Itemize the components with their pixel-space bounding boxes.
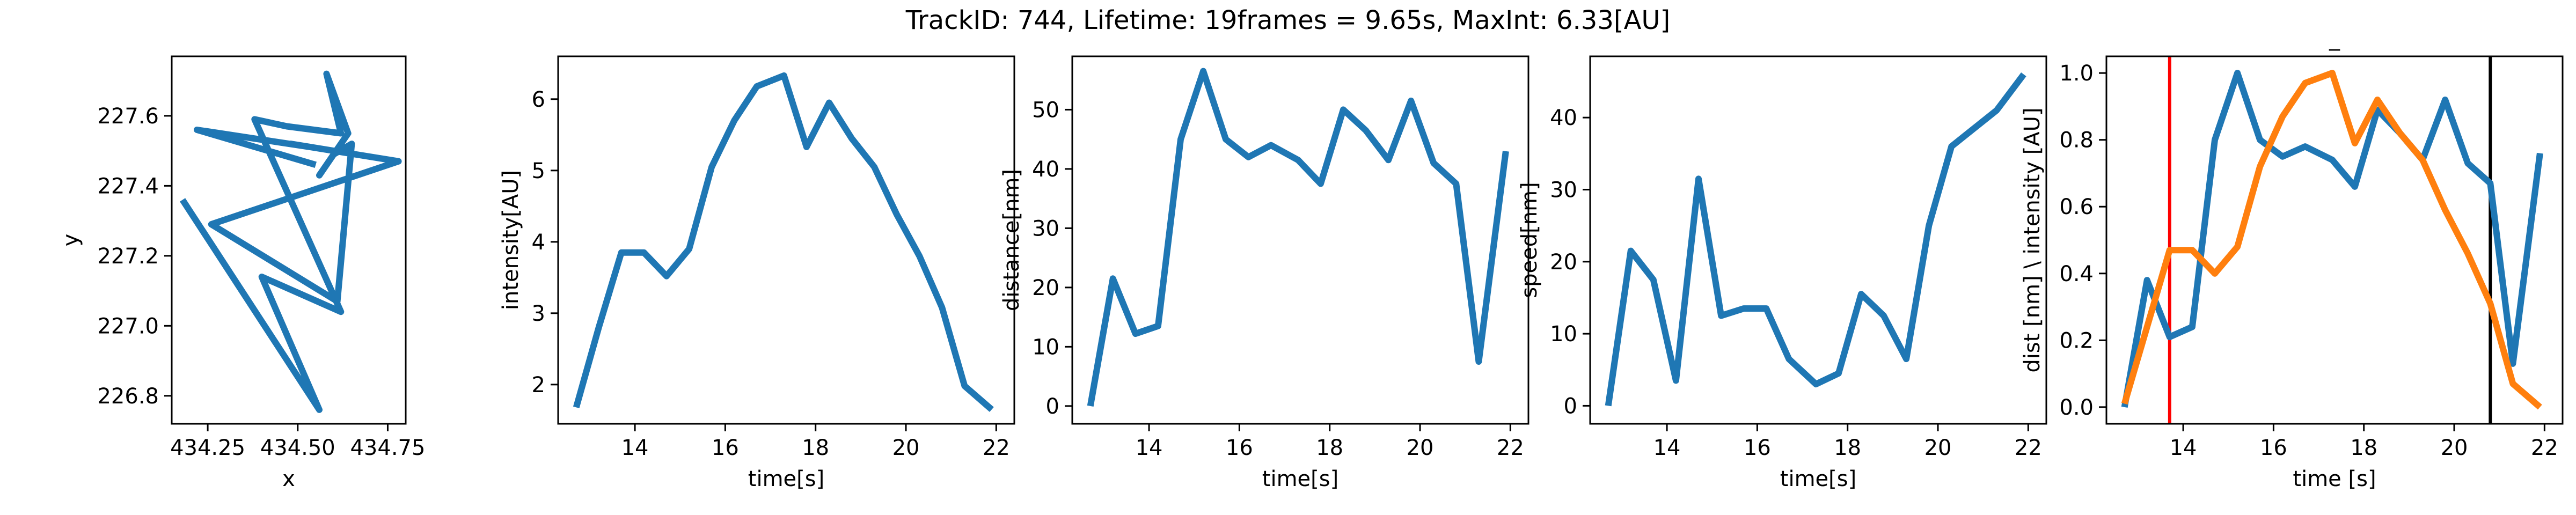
x-tick-label: 434.50 bbox=[260, 436, 335, 460]
x-tick-label: 20 bbox=[2441, 436, 2468, 460]
y-axis-label: y bbox=[58, 234, 83, 247]
x-axis-label: time[s] bbox=[748, 467, 824, 491]
x-tick-label: 20 bbox=[1924, 436, 1952, 460]
y-tick-label: 0.2 bbox=[2059, 328, 2094, 353]
y-tick-label: 227.6 bbox=[97, 104, 159, 129]
charts-container: 434.25 434.50 434.75226.8227.0227.2227.422… bbox=[58, 26, 2564, 491]
series-line-1 bbox=[573, 72, 994, 412]
axes-frame bbox=[1589, 55, 2047, 425]
x-tick-label: 16 bbox=[1226, 436, 1253, 460]
figure-title: TrackID: 744, Lifetime: 19frames = 9.65s… bbox=[905, 5, 1671, 35]
chart-5: 14 16 18 20 22 0.0 0.2 0.4 0.6 0.8 1.0 time [s] dist… bbox=[2020, 26, 2564, 491]
y-tick-label: 0.4 bbox=[2059, 262, 2094, 286]
x-tick-label: 18 bbox=[1834, 436, 1861, 460]
chart-4: 14 16 18 20 22 0 10 20 30 40 time[s] speed[nm] bbox=[1517, 55, 2047, 491]
y-tick-label: 0 bbox=[1046, 394, 1059, 419]
y-axis-label: intensity[AU] bbox=[499, 170, 523, 310]
x-tick-label: 434.75 bbox=[350, 436, 425, 460]
chart-3: 14 16 18 20 22 0 10 20 30 40 50 time[s] distance[nm] bbox=[999, 55, 1529, 491]
series-line-1 bbox=[180, 70, 402, 413]
y-tick-label: 227.2 bbox=[97, 244, 159, 269]
x-axis-label: time[s] bbox=[1780, 467, 1856, 491]
y-tick-label: 226.8 bbox=[97, 384, 159, 409]
y-tick-label: 0.6 bbox=[2059, 195, 2094, 219]
x-tick-label: 20 bbox=[892, 436, 920, 460]
x-tick-label: 22 bbox=[1497, 436, 1524, 460]
x-tick-label: 16 bbox=[1744, 436, 1771, 460]
x-tick-label: 14 bbox=[2170, 436, 2197, 460]
y-tick-label: 227.0 bbox=[97, 314, 159, 339]
y-tick-label: 0.8 bbox=[2059, 128, 2094, 153]
y-tick-label: 20 bbox=[1032, 276, 1059, 300]
axes-frame bbox=[557, 55, 1015, 425]
x-tick-label: 22 bbox=[2531, 436, 2558, 460]
y-tick-label: 10 bbox=[1032, 335, 1059, 359]
y-tick-label: 10 bbox=[1550, 322, 1577, 347]
y-tick-label: 30 bbox=[1550, 178, 1577, 202]
chart-1: 434.25 434.50 434.75 226.8 227.0 227.2 227.4 22… bbox=[58, 55, 425, 491]
y-tick-label: 40 bbox=[1550, 106, 1577, 130]
series-line-1 bbox=[2121, 70, 2543, 408]
y-tick-label: 30 bbox=[1032, 216, 1059, 241]
x-tick-label: 16 bbox=[2260, 436, 2287, 460]
x-axis-label: x bbox=[282, 467, 295, 491]
y-tick-label: 20 bbox=[1550, 250, 1577, 275]
x-tick-label: 14 bbox=[621, 436, 649, 460]
y-axis-label: distance[nm] bbox=[999, 169, 1024, 311]
axes-title: _ bbox=[2329, 26, 2340, 51]
series-line-2 bbox=[2121, 70, 2542, 410]
y-tick-label: 3 bbox=[532, 301, 545, 326]
y-tick-label: 2 bbox=[532, 373, 545, 398]
y-tick-label: 0 bbox=[1564, 394, 1577, 418]
x-tick-label: 14 bbox=[1136, 436, 1163, 460]
y-tick-label: 1.0 bbox=[2059, 61, 2094, 86]
axes-frame bbox=[1071, 55, 1529, 425]
series-line-1 bbox=[1087, 68, 1509, 407]
y-tick-label: 6 bbox=[532, 87, 545, 112]
x-tick-label: 22 bbox=[983, 436, 1010, 460]
x-tick-label: 18 bbox=[802, 436, 829, 460]
axes-frame bbox=[171, 55, 407, 425]
x-axis-label: time [s] bbox=[2293, 467, 2376, 491]
x-tick-label: 16 bbox=[712, 436, 739, 460]
y-tick-label: 0.0 bbox=[2059, 395, 2094, 420]
y-tick-label: 4 bbox=[532, 230, 545, 255]
series-line-1 bbox=[1605, 72, 2026, 407]
y-tick-label: 50 bbox=[1032, 98, 1059, 122]
x-tick-label: 14 bbox=[1653, 436, 1681, 460]
x-tick-label: 18 bbox=[1316, 436, 1343, 460]
axes-frame bbox=[2105, 55, 2564, 425]
x-axis-label: time[s] bbox=[1262, 467, 1338, 491]
y-axis-label: dist [nm] \ intensity [AU] bbox=[2020, 107, 2045, 372]
y-tick-label: 227.4 bbox=[97, 174, 159, 198]
y-axis-label: speed[nm] bbox=[1517, 182, 1542, 298]
x-tick-label: 434.25 bbox=[170, 436, 245, 460]
y-tick-label: 40 bbox=[1032, 157, 1059, 182]
y-tick-label: 5 bbox=[532, 159, 545, 183]
x-tick-label: 18 bbox=[2350, 436, 2377, 460]
x-tick-label: 20 bbox=[1407, 436, 1434, 460]
x-tick-label: 22 bbox=[2015, 436, 2042, 460]
